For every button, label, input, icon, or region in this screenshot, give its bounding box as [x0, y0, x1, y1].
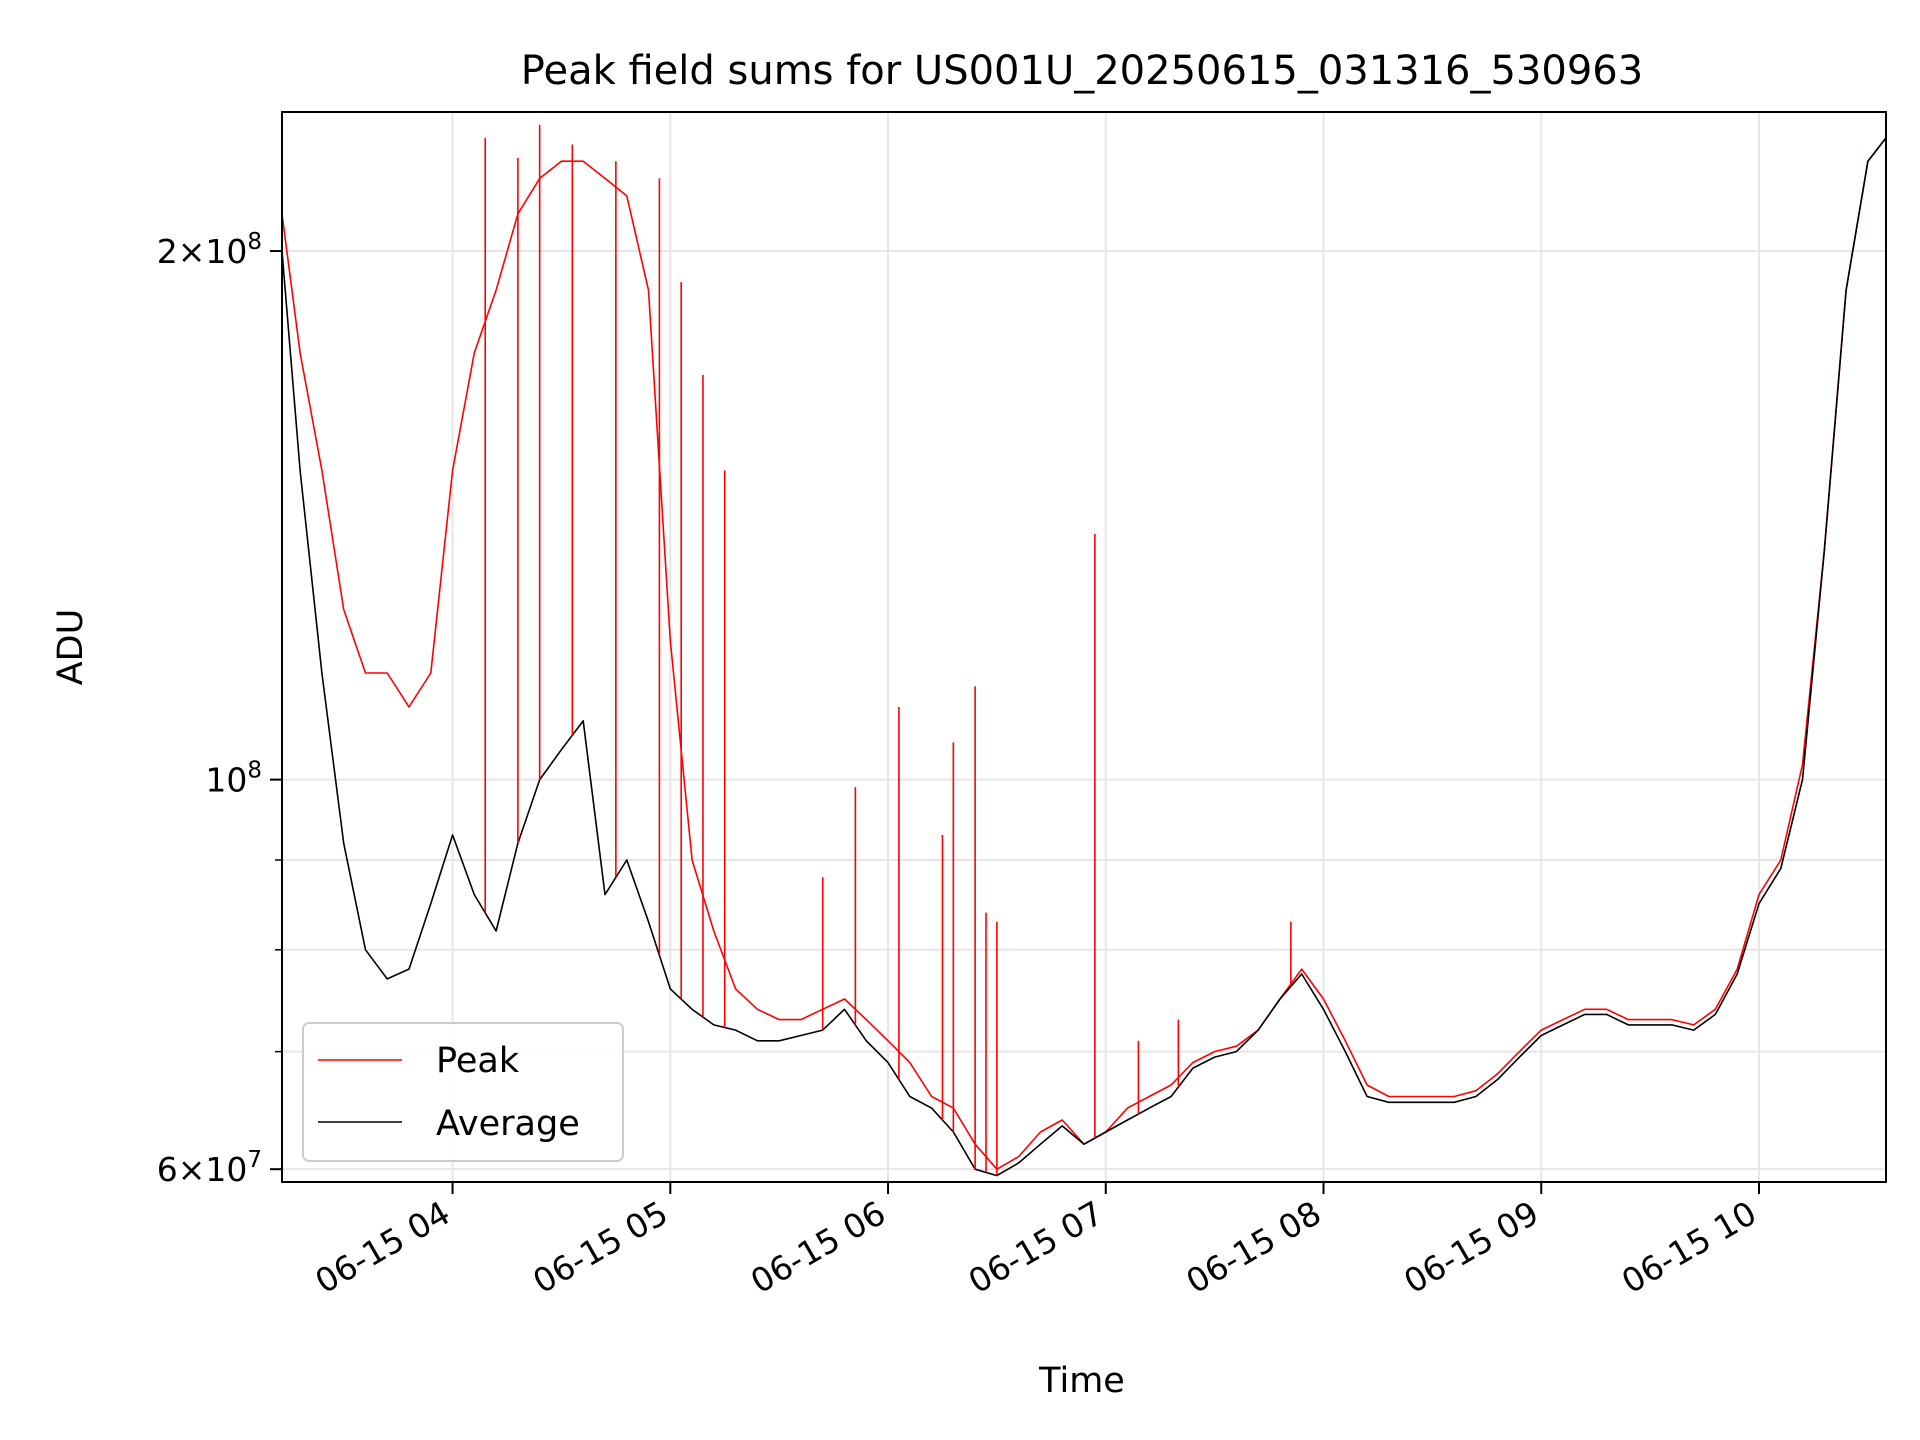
y-tick-label: 6×107 — [157, 1147, 262, 1189]
y-tick-label: 2×108 — [157, 229, 262, 271]
chart-title: Peak field sums for US001U_20250615_0313… — [521, 48, 1643, 94]
x-axis-label: Time — [1038, 1361, 1125, 1401]
y-axis-label: ADU — [51, 609, 91, 686]
legend-label-peak: Peak — [436, 1041, 520, 1081]
legend: Peak Average — [303, 1023, 623, 1161]
legend-label-average: Average — [436, 1104, 580, 1144]
